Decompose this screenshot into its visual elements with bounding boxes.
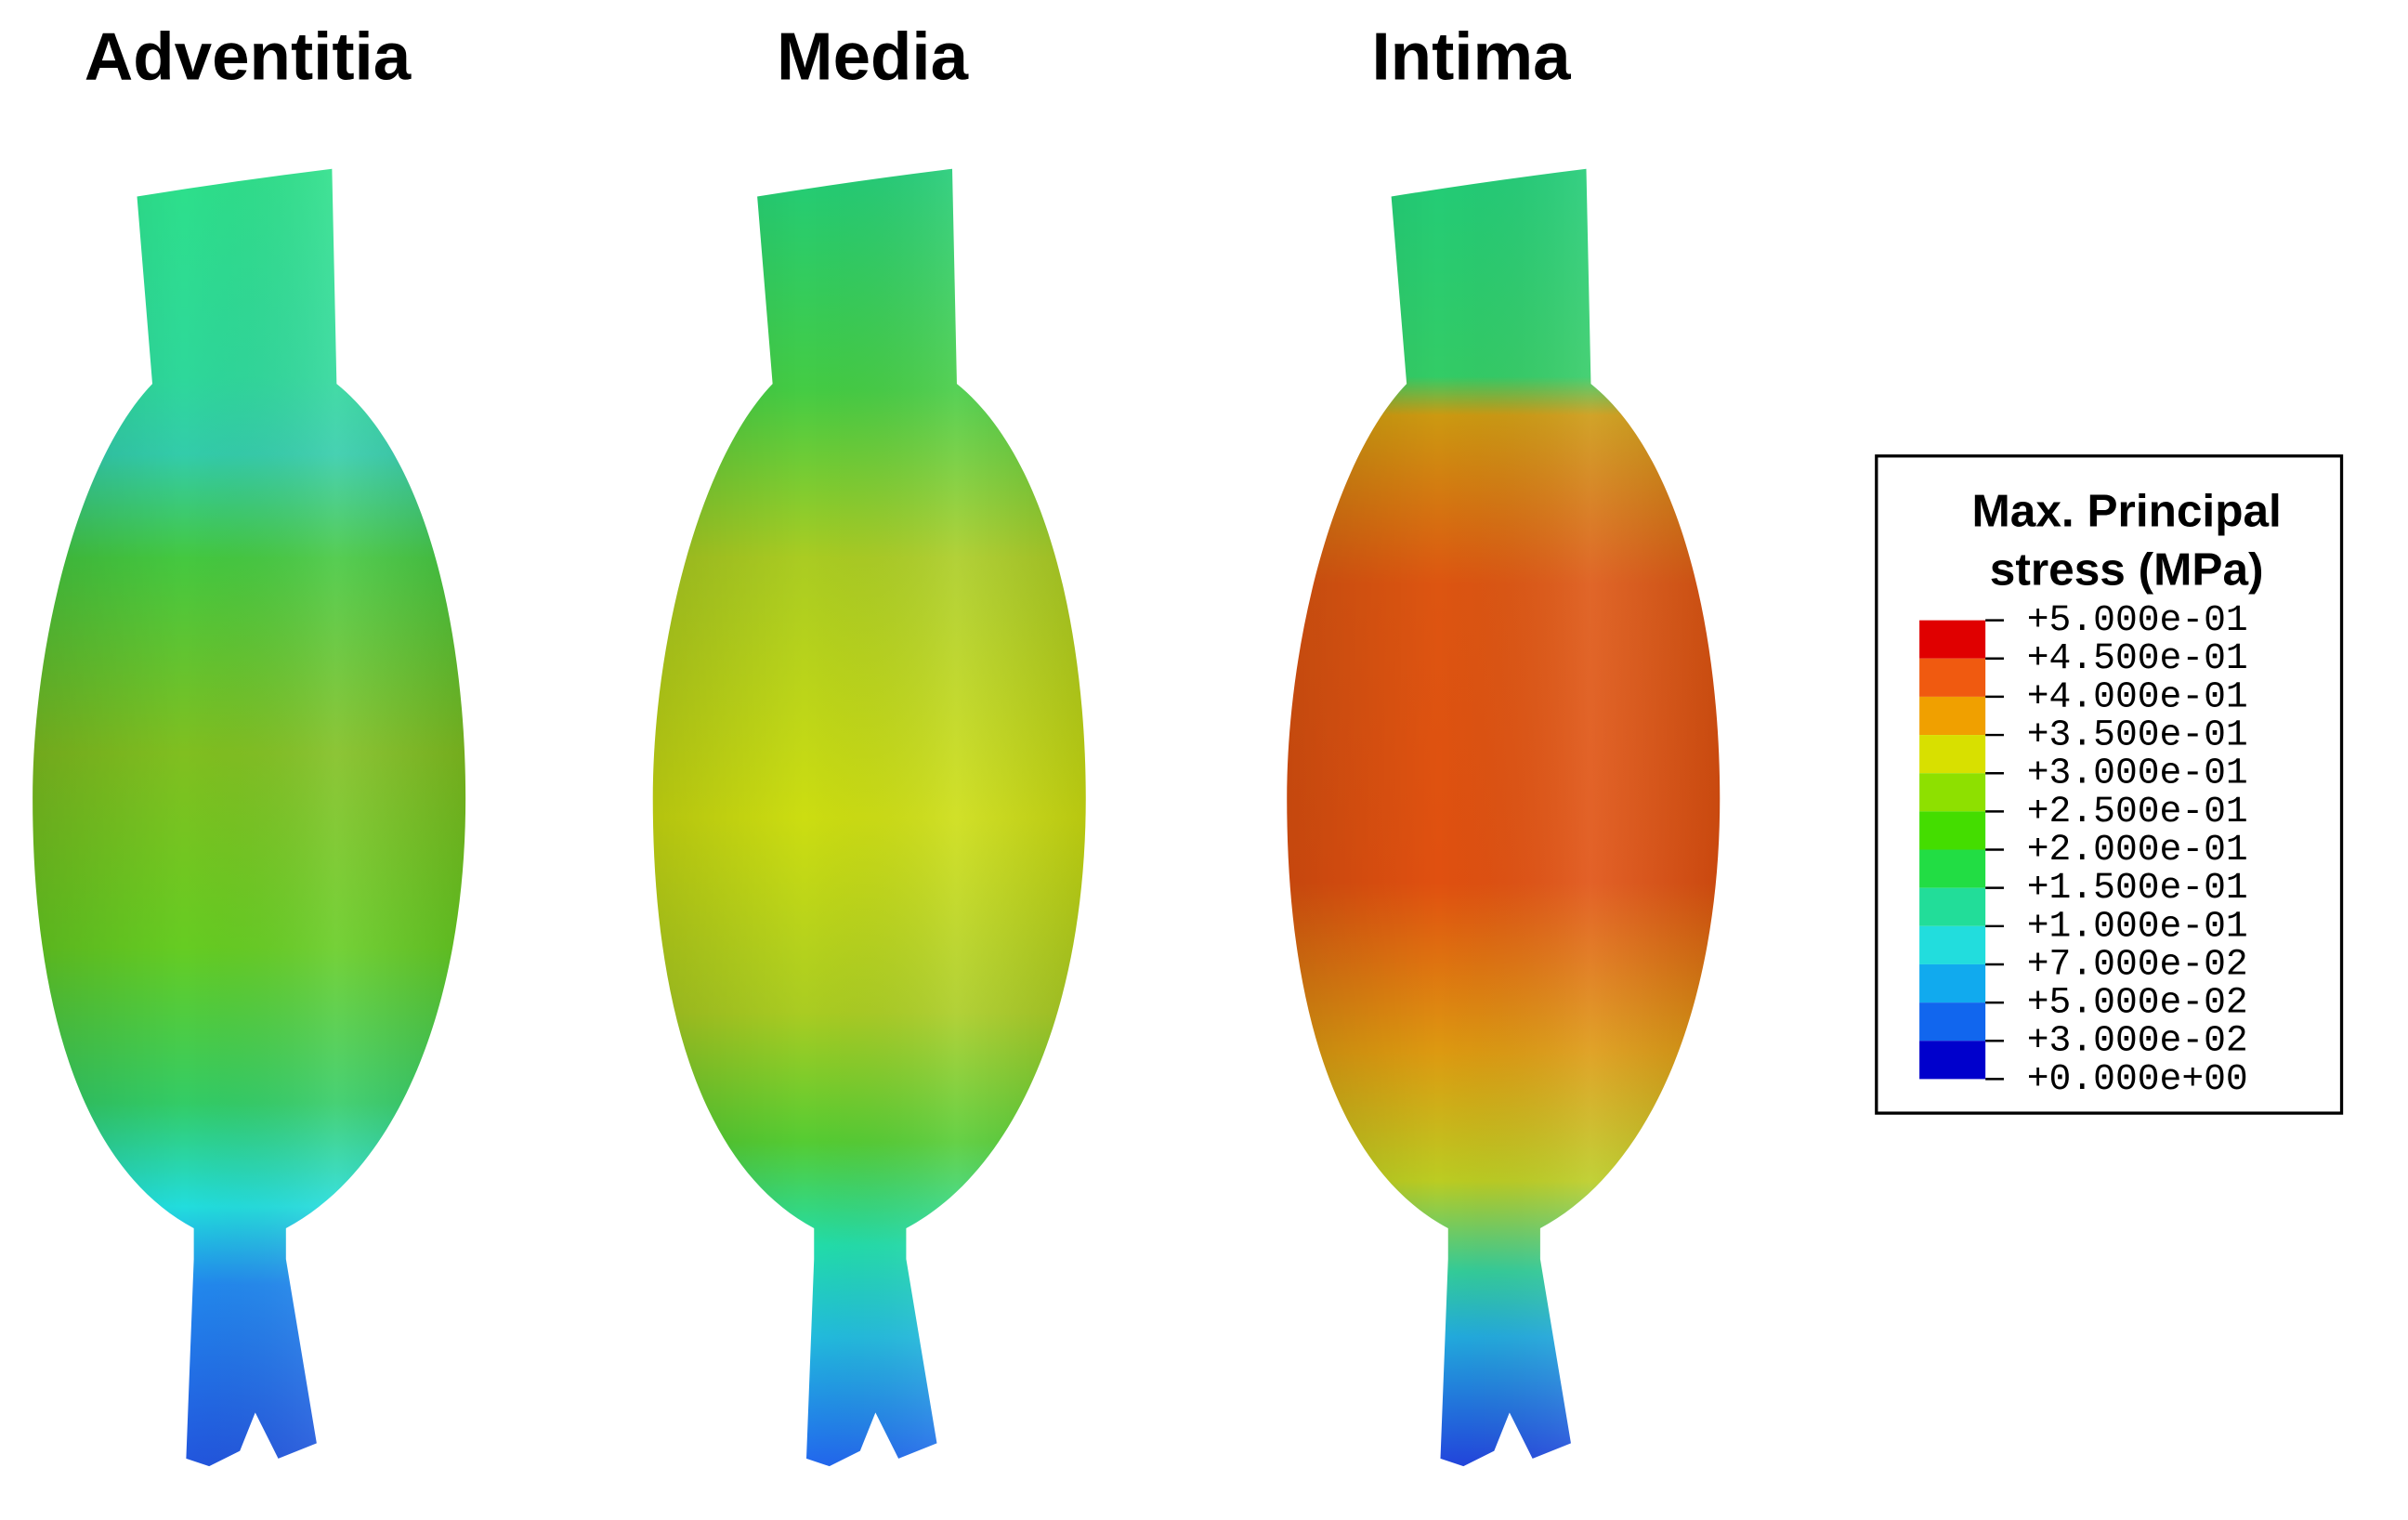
legend-tick-label: +5.000e-02 xyxy=(2027,982,2248,1024)
panel-title: Adventitia xyxy=(85,19,412,94)
legend-swatch xyxy=(1919,620,1986,659)
legend-swatch xyxy=(1919,1002,1986,1042)
legend-tick-label: +5.000e-01 xyxy=(2027,599,2248,641)
legend-tick-label: +3.000e-02 xyxy=(2027,1020,2248,1062)
legend-swatch xyxy=(1919,925,1986,964)
legend-tick-label: +4.000e-01 xyxy=(2027,675,2248,717)
legend-swatch xyxy=(1919,849,1986,888)
legend-tick-label: +2.500e-01 xyxy=(2027,791,2248,832)
legend-swatch xyxy=(1919,811,1986,850)
legend-title: Max. Principal xyxy=(1972,485,2282,537)
legend-swatch xyxy=(1919,1041,1986,1080)
legend-swatch xyxy=(1919,963,1986,1003)
legend: Max. Principal stress (MPa) +5.000e-01+4… xyxy=(1875,454,2344,1115)
panel-title: Intima xyxy=(1371,19,1571,94)
legend-tick-label: +1.000e-01 xyxy=(2027,905,2248,947)
legend-tick-label: +2.000e-01 xyxy=(2027,829,2248,871)
legend-tick-label: +7.000e-02 xyxy=(2027,943,2248,985)
legend-tick-label: +1.500e-01 xyxy=(2027,867,2248,909)
vessel-adventitia xyxy=(33,168,466,1467)
legend-tick-label: +3.000e-01 xyxy=(2027,753,2248,794)
legend-swatch xyxy=(1919,658,1986,697)
legend-swatch xyxy=(1919,887,1986,926)
legend-tick-label: +0.000e+00 xyxy=(2027,1058,2248,1100)
vessel-media xyxy=(652,168,1086,1467)
legend-title: stress (MPa) xyxy=(1990,543,2264,595)
legend-tick-label: +3.500e-01 xyxy=(2027,714,2248,756)
legend-swatch xyxy=(1919,735,1986,774)
panel-title: Media xyxy=(777,19,969,94)
legend-tick-label: +4.500e-01 xyxy=(2027,637,2248,679)
legend-swatch xyxy=(1919,773,1986,812)
legend-swatch xyxy=(1919,696,1986,736)
vessel-intima xyxy=(1287,168,1721,1467)
